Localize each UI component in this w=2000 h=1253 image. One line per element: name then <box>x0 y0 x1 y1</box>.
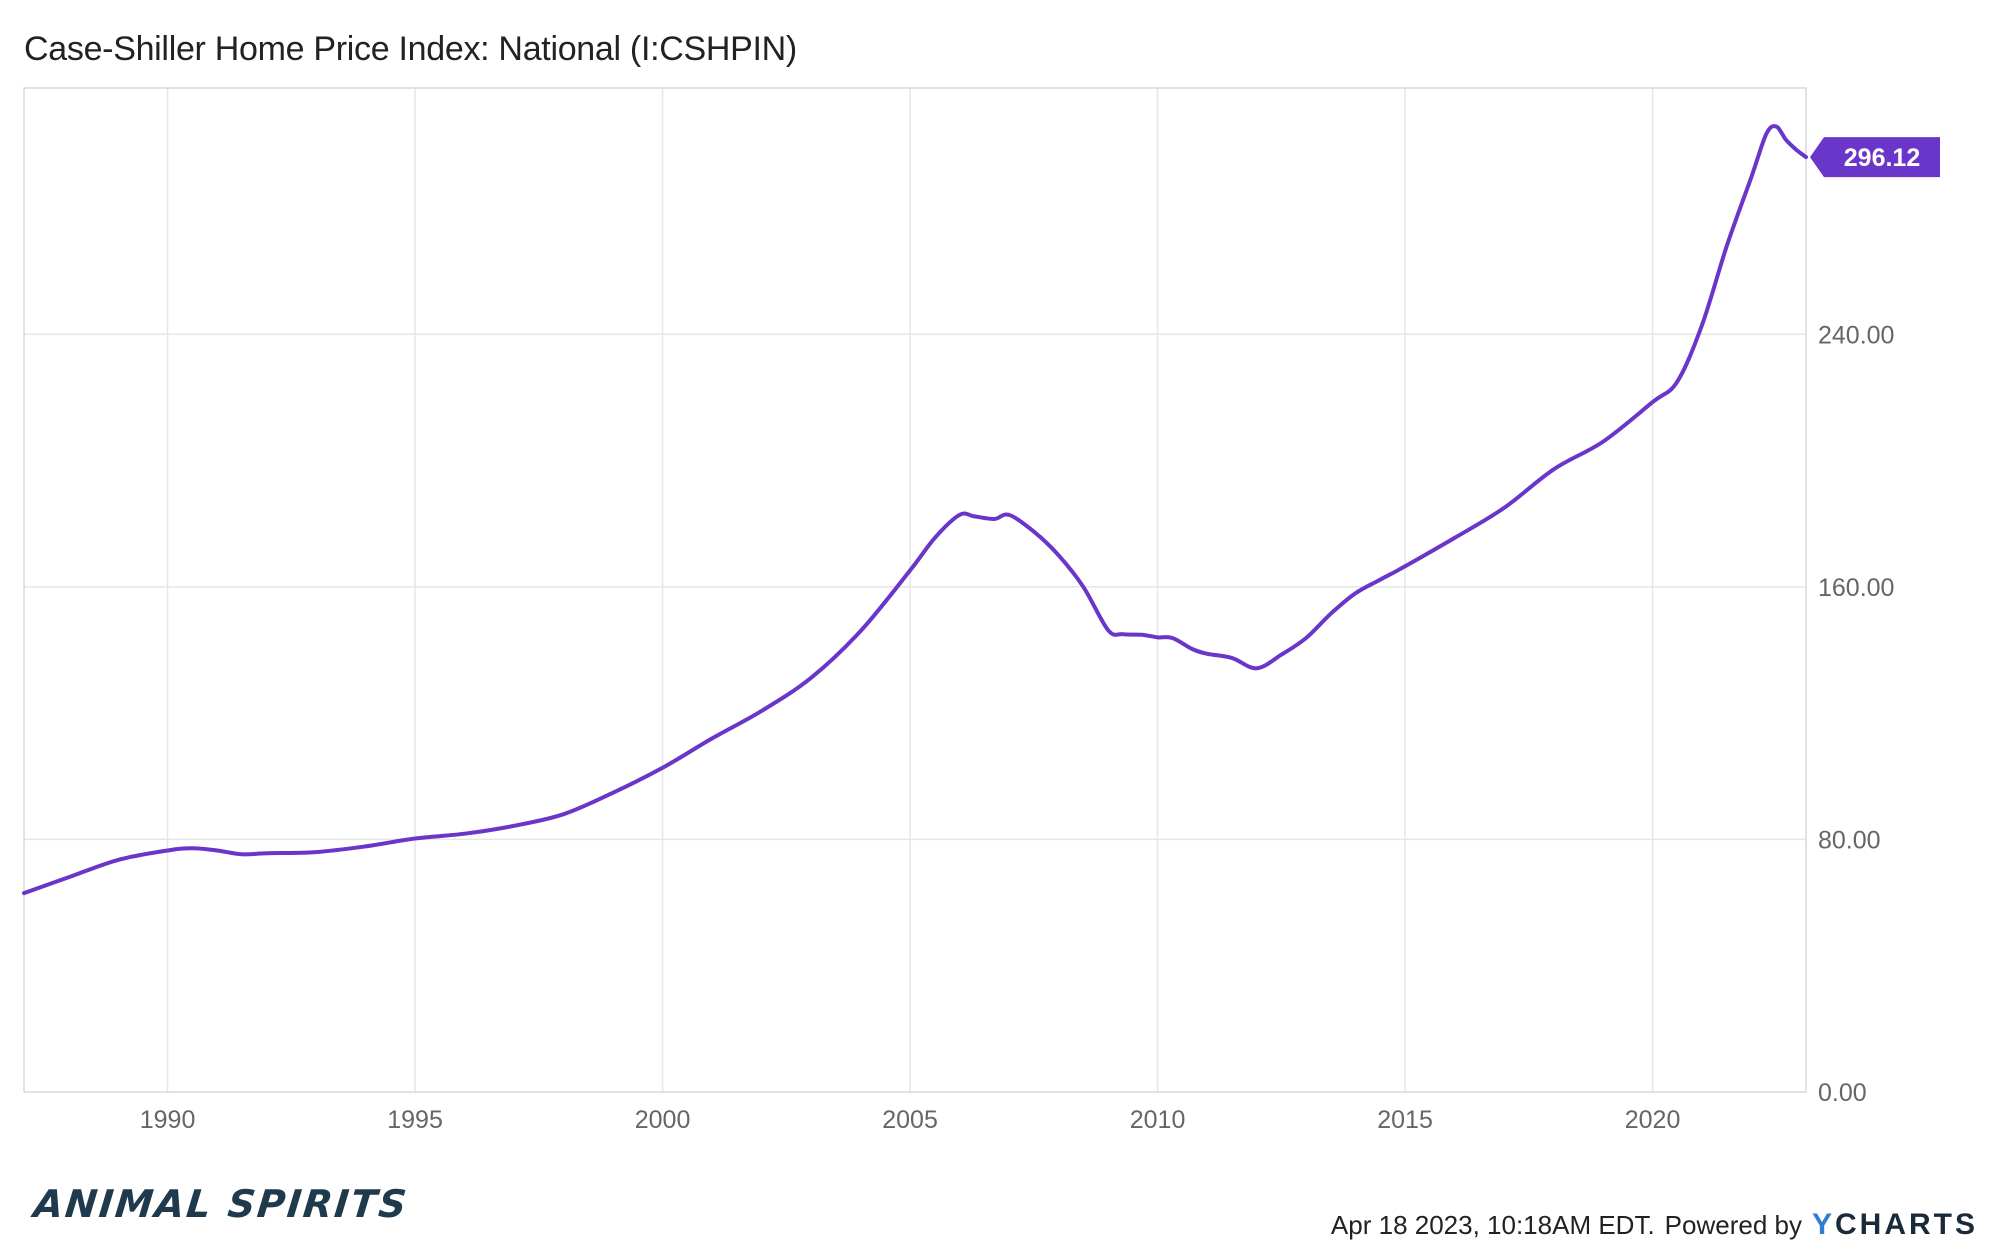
x-tick-label-2020: 2020 <box>1625 1106 1681 1134</box>
x-axis-ticks: 1990 1995 2000 2005 2010 2015 2020 <box>140 1106 1681 1134</box>
y-tick-label-0: 0.00 <box>1818 1079 1867 1107</box>
ycharts-logo-y: Y <box>1811 1208 1835 1241</box>
x-tick-label-2010: 2010 <box>1130 1106 1186 1134</box>
x-tick-label-1990: 1990 <box>140 1106 196 1134</box>
grid-vertical-lines <box>166 88 1654 1092</box>
last-value-badge-shape <box>1810 137 1940 178</box>
footer-powered-by: Powered by <box>1664 1209 1802 1240</box>
x-tick-label-1995: 1995 <box>387 1106 443 1134</box>
last-value-badge: 296.12 <box>1810 137 1940 178</box>
footer: Apr 18 2023, 10:18AM EDT. Powered by YCH… <box>1331 1208 1978 1242</box>
x-tick-label-2000: 2000 <box>635 1106 691 1134</box>
grid-horizontal-lines <box>24 333 1806 841</box>
y-tick-label-80: 80.00 <box>1818 826 1881 854</box>
x-tick-label-2015: 2015 <box>1377 1106 1433 1134</box>
y-tick-label-240: 240.00 <box>1818 321 1894 349</box>
plot-area-frame <box>23 87 1807 1093</box>
ycharts-logo[interactable]: YCHARTS <box>1812 1208 1978 1242</box>
y-axis-ticks: 0.00 80.00 160.00 240.00 <box>1818 321 1894 1107</box>
series-line-cshpin <box>22 124 1808 896</box>
x-tick-label-2005: 2005 <box>882 1106 938 1134</box>
chart-title: Case-Shiller Home Price Index: National … <box>24 30 797 68</box>
footer-timestamp: Apr 18 2023, 10:18AM EDT. <box>1330 1209 1655 1240</box>
y-tick-label-160: 160.00 <box>1818 574 1894 602</box>
ycharts-logo-rest: CHARTS <box>1835 1208 1978 1241</box>
animal-spirits-logo: ANIMAL SPIRITS <box>31 1182 411 1226</box>
last-value-label: 296.12 <box>1844 144 1920 172</box>
